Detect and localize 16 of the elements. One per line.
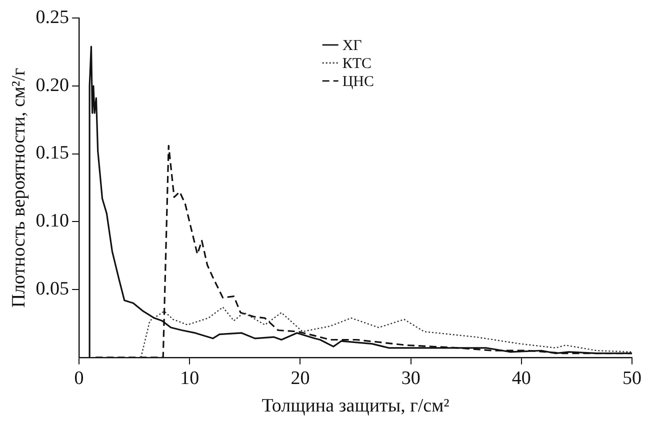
x-tick-label: 10 [180,368,200,389]
legend-label: ХГ [342,38,362,54]
x-axis-title: Толщина защиты, г/см² [262,396,450,417]
y-tick-label: 0.05 [36,278,70,300]
y-tick-label: 0.10 [36,210,70,232]
legend-label: КТС [342,56,372,72]
y-tick-label: 0.25 [36,6,70,28]
y-axis-title: Плотность вероятности, см²/г [8,68,30,308]
y-tick-label: 0.15 [36,142,70,164]
x-tick-label: 0 [74,368,84,389]
y-tick-label: 0.20 [36,74,70,96]
x-tick-label: 30 [401,368,420,389]
x-tick-label: 40 [512,368,531,389]
x-tick-label: 20 [290,368,310,389]
x-tick-label: 50 [622,368,642,389]
legend-label: ЦНС [342,74,374,90]
